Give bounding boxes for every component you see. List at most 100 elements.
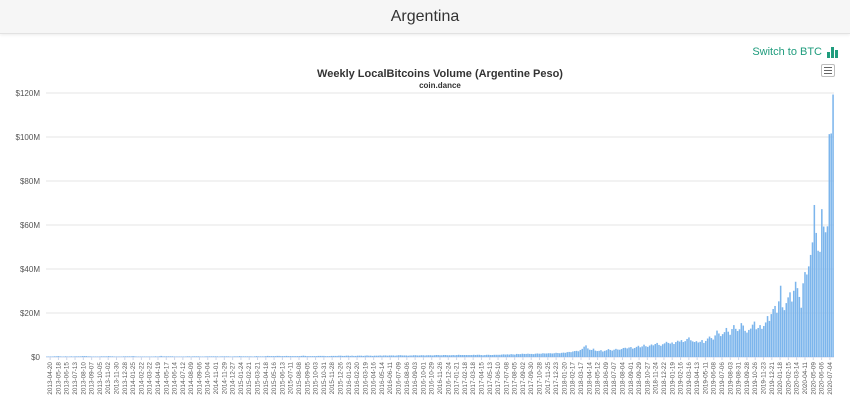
- bar: [416, 355, 419, 357]
- bar: [596, 351, 598, 357]
- bar: [356, 355, 359, 357]
- bar: [686, 338, 688, 357]
- bar: [94, 356, 97, 357]
- bar: [459, 355, 462, 357]
- bar: [714, 335, 716, 357]
- x-tick-label: 2015-02-21: [246, 362, 253, 395]
- bar: [253, 356, 256, 357]
- bar: [442, 355, 445, 357]
- bar: [763, 325, 765, 357]
- bar: [182, 356, 185, 357]
- bar: [222, 356, 224, 357]
- bar: [92, 356, 95, 357]
- bar: [626, 348, 628, 357]
- x-tick-label: 2018-10-27: [644, 362, 651, 395]
- bar: [216, 356, 219, 357]
- x-tick-label: 2016-06-11: [387, 362, 394, 395]
- bar: [428, 355, 430, 357]
- x-tick-label: 2015-04-18: [263, 362, 270, 395]
- bar: [495, 354, 497, 357]
- x-tick-label: 2020-04-11: [802, 362, 809, 395]
- bar: [218, 356, 220, 357]
- bar: [712, 339, 715, 357]
- bar: [205, 356, 207, 357]
- bar: [351, 355, 353, 357]
- x-tick-label: 2018-01-20: [561, 362, 568, 395]
- bar: [212, 356, 215, 357]
- x-tick-label: 2014-12-27: [230, 362, 237, 395]
- bar: [338, 355, 340, 357]
- bar: [807, 266, 810, 357]
- bar: [824, 232, 827, 357]
- bar: [70, 356, 73, 357]
- bar: [564, 352, 567, 357]
- bar: [628, 347, 630, 357]
- chart-context-menu-button[interactable]: [821, 64, 835, 77]
- bar: [643, 344, 645, 357]
- bar: [566, 352, 569, 357]
- bar: [822, 226, 825, 357]
- bar: [85, 356, 88, 357]
- bar: [139, 356, 142, 357]
- bar: [798, 296, 801, 357]
- bar: [761, 328, 763, 357]
- bar: [469, 355, 471, 357]
- bar: [809, 254, 812, 357]
- bar: [46, 356, 48, 357]
- bar: [682, 342, 685, 357]
- switch-currency-button[interactable]: Switch to BTC: [752, 44, 838, 60]
- bar: [300, 355, 303, 357]
- bar: [311, 356, 314, 357]
- x-tick-label: 2014-04-19: [155, 362, 162, 395]
- bar: [379, 355, 381, 357]
- bar: [162, 356, 164, 357]
- bar: [588, 349, 591, 357]
- bar: [396, 355, 398, 357]
- bar: [287, 356, 290, 357]
- bar: [323, 355, 325, 357]
- x-tick-label: 2019-08-03: [727, 362, 734, 395]
- x-tick-label: 2019-04-13: [694, 362, 701, 395]
- bar: [203, 356, 205, 357]
- x-tick-label: 2017-02-18: [462, 362, 469, 395]
- x-tick-label: 2017-12-23: [553, 362, 560, 395]
- x-tick-label: 2014-06-14: [172, 362, 179, 395]
- bar: [268, 356, 271, 357]
- bar: [360, 355, 363, 357]
- bar: [296, 356, 299, 357]
- bar: [347, 355, 350, 357]
- bar: [48, 356, 50, 357]
- bar: [89, 356, 91, 357]
- x-tick-label: 2016-10-01: [420, 362, 427, 395]
- bar: [766, 316, 769, 357]
- bar: [770, 314, 773, 357]
- bar: [609, 349, 612, 357]
- bar: [532, 354, 535, 357]
- bar: [510, 354, 512, 357]
- bar: [461, 355, 464, 357]
- bar: [293, 356, 295, 357]
- bar: [158, 356, 161, 357]
- bar: [669, 343, 671, 357]
- bar: [804, 272, 806, 357]
- bar: [289, 356, 292, 357]
- bar: [617, 349, 619, 357]
- bar: [96, 356, 99, 357]
- bar: [439, 355, 441, 357]
- bar: [688, 337, 690, 357]
- bar: [701, 340, 703, 357]
- bar: [74, 356, 76, 357]
- bar: [738, 329, 741, 357]
- bar: [132, 356, 134, 357]
- x-tick-label: 2013-05-18: [55, 362, 62, 395]
- bar: [160, 355, 162, 357]
- bar: [744, 330, 746, 357]
- bar: [362, 355, 365, 357]
- x-tick-label: 2015-07-11: [288, 362, 295, 395]
- bar: [600, 350, 602, 357]
- x-tick-label: 2018-03-17: [578, 362, 585, 395]
- bar: [794, 281, 797, 357]
- bar: [480, 355, 482, 357]
- bar: [813, 204, 816, 357]
